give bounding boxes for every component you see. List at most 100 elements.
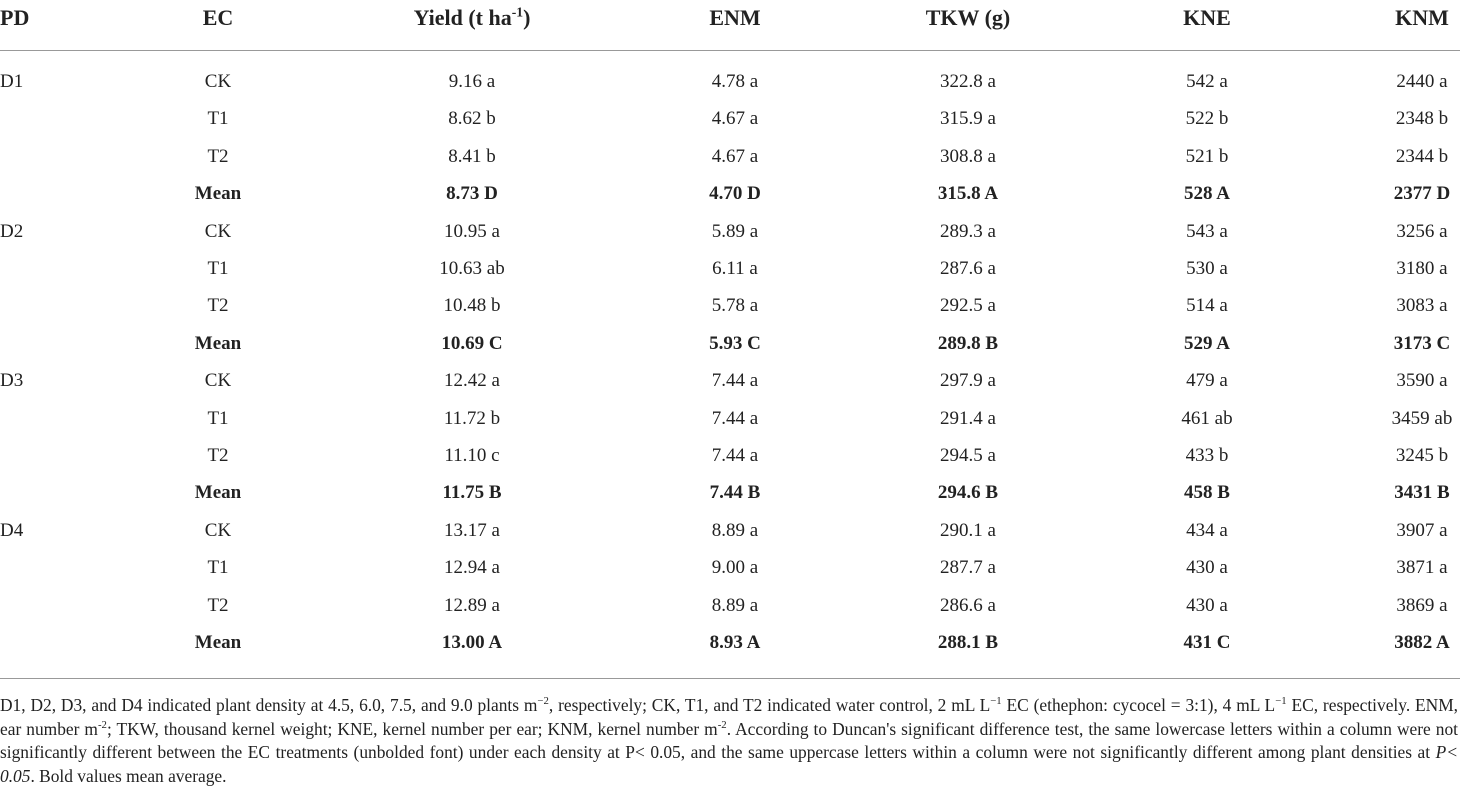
text-run: , respectively; CK, T1, and T2 indicated…: [548, 695, 991, 715]
value-cell: 2344 b: [1395, 145, 1449, 167]
value-cell: 13.17 a: [444, 519, 500, 541]
value-cell: 9.16 a: [448, 71, 496, 92]
value-cell: 3180 a: [1396, 258, 1448, 279]
ec-cell: T1: [207, 258, 229, 279]
value-cell: 521 b: [1185, 145, 1229, 167]
value-cell: 528 A: [1184, 183, 1230, 205]
value-cell: 290.1 a: [940, 519, 996, 541]
ec-cell: T2: [207, 445, 229, 466]
value-cell: 430 a: [1186, 594, 1228, 616]
column-header: TKW (g): [925, 5, 1011, 30]
header-rule: [0, 50, 1460, 51]
value-cell: 8.62 b: [448, 108, 496, 130]
value-cell: 4.67 a: [711, 108, 759, 130]
value-cell: 2348 b: [1395, 108, 1449, 130]
pd-cell: D3: [0, 370, 24, 392]
column-header: EC: [202, 5, 234, 30]
value-cell: 287.7 a: [940, 557, 996, 579]
ec-cell: T1: [207, 557, 229, 579]
pd-cell: D2: [0, 220, 24, 242]
value-cell: 4.70 D: [709, 183, 761, 205]
value-cell: 8.89 a: [711, 594, 759, 616]
value-cell: 7.44 a: [711, 370, 759, 392]
value-cell: 461 ab: [1181, 407, 1233, 429]
value-cell: 3459 ab: [1391, 407, 1453, 429]
value-cell: 6.11 a: [712, 258, 758, 279]
value-cell: 3083 a: [1396, 295, 1448, 317]
column-header: Yield (t ha-1): [372, 5, 572, 31]
value-cell: 433 b: [1185, 445, 1229, 466]
pd-cell: D4: [0, 519, 24, 541]
value-cell: 530 a: [1186, 258, 1228, 279]
bottom-rule: [0, 678, 1460, 679]
value-cell: 8.93 A: [709, 632, 761, 653]
value-cell: 12.89 a: [444, 594, 500, 616]
value-cell: 479 a: [1186, 370, 1228, 392]
value-cell: 11.72 b: [443, 407, 501, 429]
value-cell: 7.44 B: [709, 482, 761, 504]
column-header: ENM: [709, 5, 761, 30]
text-run: . Bold values mean average.: [30, 765, 227, 786]
ec-cell: Mean: [194, 632, 242, 653]
text-run: . According to Duncan's significant diff…: [0, 718, 1458, 763]
value-cell: 322.8 a: [940, 71, 996, 92]
superscript: −1: [990, 695, 1002, 708]
value-cell: 8.73 D: [446, 183, 498, 205]
value-cell: 430 a: [1186, 557, 1228, 579]
ec-cell: Mean: [194, 482, 242, 504]
ec-cell: CK: [204, 370, 232, 392]
column-header: KNM: [1395, 5, 1449, 30]
ec-cell: T1: [207, 108, 229, 130]
text-run: Yield (t ha: [413, 5, 512, 30]
value-cell: 3907 a: [1396, 519, 1448, 541]
text-run: D1, D2, D3, and D4 indicated plant densi…: [0, 695, 538, 715]
value-cell: 13.00 A: [441, 632, 503, 653]
ec-cell: Mean: [194, 332, 242, 354]
value-cell: 2440 a: [1396, 71, 1448, 92]
value-cell: 286.6 a: [940, 594, 996, 616]
superscript: -2: [97, 718, 107, 731]
value-cell: 3431 B: [1394, 482, 1450, 504]
ec-cell: T2: [207, 594, 229, 616]
value-cell: 7.44 a: [711, 445, 759, 466]
pd-cell: D1: [0, 71, 24, 92]
value-cell: 288.1 B: [937, 632, 999, 653]
value-cell: 5.93 C: [709, 332, 761, 354]
value-cell: 3245 b: [1395, 445, 1449, 466]
value-cell: 3869 a: [1396, 594, 1448, 616]
value-cell: 10.69 C: [441, 332, 503, 354]
value-cell: 289.8 B: [937, 332, 999, 354]
superscript: −1: [1275, 695, 1287, 708]
value-cell: 9.00 a: [711, 557, 759, 579]
value-cell: 3590 a: [1396, 370, 1448, 392]
footnote: D1, D2, D3, and D4 indicated plant densi…: [0, 694, 1458, 788]
ec-cell: Mean: [194, 183, 242, 205]
value-cell: 289.3 a: [940, 220, 996, 242]
value-cell: 315.9 a: [940, 108, 996, 130]
column-header: KNE: [1183, 5, 1231, 30]
value-cell: 287.6 a: [940, 258, 996, 279]
value-cell: 543 a: [1186, 220, 1228, 242]
value-cell: 12.94 a: [444, 557, 500, 579]
text-run: EC (ethephon: cycocel = 3:1), 4 mL L: [1001, 695, 1276, 715]
value-cell: 458 B: [1184, 482, 1230, 504]
text-run: ; TKW, thousand kernel weight; KNE, kern…: [106, 718, 718, 739]
value-cell: 5.78 a: [711, 295, 759, 317]
text-run: EC, respectively. ENM, ear number m: [0, 695, 1459, 739]
value-cell: 308.8 a: [940, 145, 996, 167]
value-cell: 4.67 a: [711, 145, 759, 167]
value-cell: 434 a: [1186, 519, 1228, 541]
ec-cell: T2: [207, 295, 229, 317]
text-run: ): [523, 5, 531, 30]
value-cell: 12.42 a: [444, 370, 500, 392]
value-cell: 315.8 A: [937, 183, 999, 205]
ec-cell: T1: [207, 407, 229, 429]
value-cell: 294.6 B: [937, 482, 999, 504]
value-cell: 431 C: [1183, 632, 1231, 653]
value-cell: 2377 D: [1393, 183, 1451, 205]
italic-run: P< 0.05: [0, 742, 1458, 786]
value-cell: 529 A: [1184, 332, 1230, 354]
ec-cell: T2: [207, 145, 229, 167]
superscript: −2: [537, 695, 549, 708]
